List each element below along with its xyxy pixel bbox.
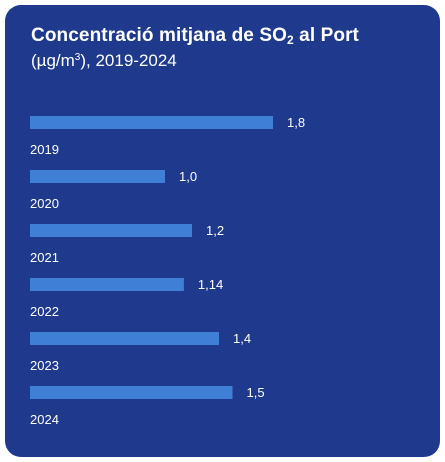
bar-2024 xyxy=(30,386,233,399)
value-label-2022: 1,14 xyxy=(198,277,223,292)
value-label-2024: 1,5 xyxy=(247,385,265,400)
bar-chart: 1,8 2019 1,0 2020 1,2 2021 1,14 2022 1,4 2023 1,5 2… xyxy=(30,115,305,427)
value-label-2021: 1,2 xyxy=(206,223,224,238)
category-label-2022: 2022 xyxy=(30,304,59,319)
title-prefix: Concentració mitjana de SO xyxy=(31,25,287,46)
bar-2019 xyxy=(30,116,273,129)
category-label-2021: 2021 xyxy=(30,250,59,265)
bar-2020 xyxy=(30,170,165,183)
bar-2022 xyxy=(30,278,184,291)
value-label-2020: 1,0 xyxy=(179,169,197,184)
title-subscript: 2 xyxy=(287,33,294,47)
chart-subtitle: (µg/m3), 2019-2024 xyxy=(31,51,177,71)
bar-2023 xyxy=(30,332,219,345)
chart-title: Concentració mitjana de SO2 al Port xyxy=(31,25,359,47)
bars-group: 1,8 2019 1,0 2020 1,2 2021 1,14 2022 1,4 2023 1,5 2… xyxy=(30,115,305,427)
value-label-2019: 1,8 xyxy=(287,115,305,130)
title-suffix: al Port xyxy=(293,25,359,46)
subtitle-suffix: ), 2019-2024 xyxy=(80,51,177,70)
subtitle-prefix: (µg/m xyxy=(31,51,75,70)
subtitle-superscript: 3 xyxy=(74,52,81,63)
category-label-2024: 2024 xyxy=(30,412,59,427)
chart-card: Concentració mitjana de SO2 al Port (µg/… xyxy=(5,5,440,457)
bar-2021 xyxy=(30,224,192,237)
value-label-2023: 1,4 xyxy=(233,331,251,346)
category-label-2023: 2023 xyxy=(30,358,59,373)
category-label-2019: 2019 xyxy=(30,142,59,157)
category-label-2020: 2020 xyxy=(30,196,59,211)
